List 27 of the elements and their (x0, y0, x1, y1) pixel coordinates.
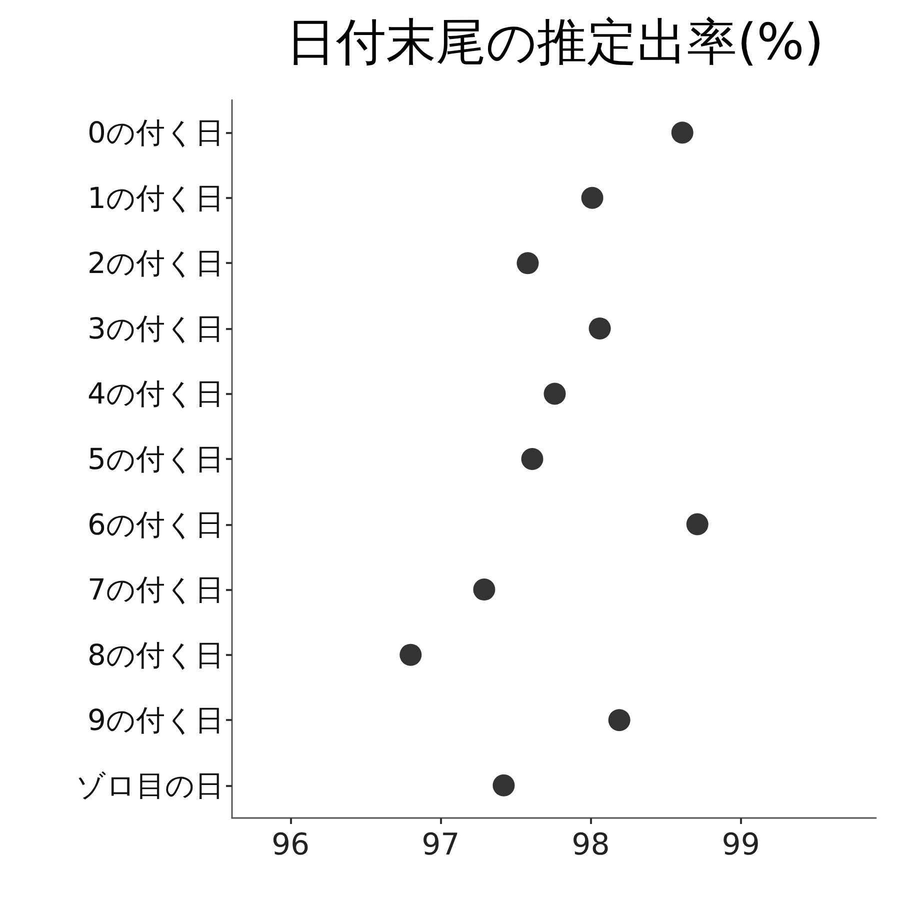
x-tick-label: 97 (422, 828, 460, 862)
y-tick-label: 7の付く日 (88, 572, 224, 607)
y-tick-label: 6の付く日 (88, 507, 224, 542)
point (492, 774, 515, 796)
y-tick-label: 9の付く日 (88, 703, 224, 738)
point (581, 186, 604, 209)
point (544, 382, 566, 405)
y-tick-label: ゾロ目の日 (76, 768, 224, 802)
point (608, 709, 630, 732)
y-tick-label: 2の付く日 (88, 246, 224, 280)
y-tick-label: 5の付く日 (88, 442, 224, 476)
x-tick-label: 98 (572, 828, 610, 862)
x-tick-label: 96 (271, 828, 310, 862)
y-tick-label: 8の付く日 (88, 638, 224, 672)
point (516, 252, 539, 274)
y-tick-label: 3の付く日 (88, 311, 224, 346)
y-tick-label: 1の付く日 (88, 180, 224, 215)
point (400, 644, 422, 666)
y-tick-label: 0の付く日 (88, 116, 224, 150)
point (671, 122, 694, 144)
point (473, 578, 496, 601)
chart-title: 日付末尾の推定出率(%) (286, 13, 824, 71)
point (686, 513, 708, 536)
point (588, 317, 611, 340)
y-tick-label: 4の付く日 (88, 376, 224, 411)
x-tick-label: 99 (722, 828, 760, 862)
point (521, 448, 544, 470)
